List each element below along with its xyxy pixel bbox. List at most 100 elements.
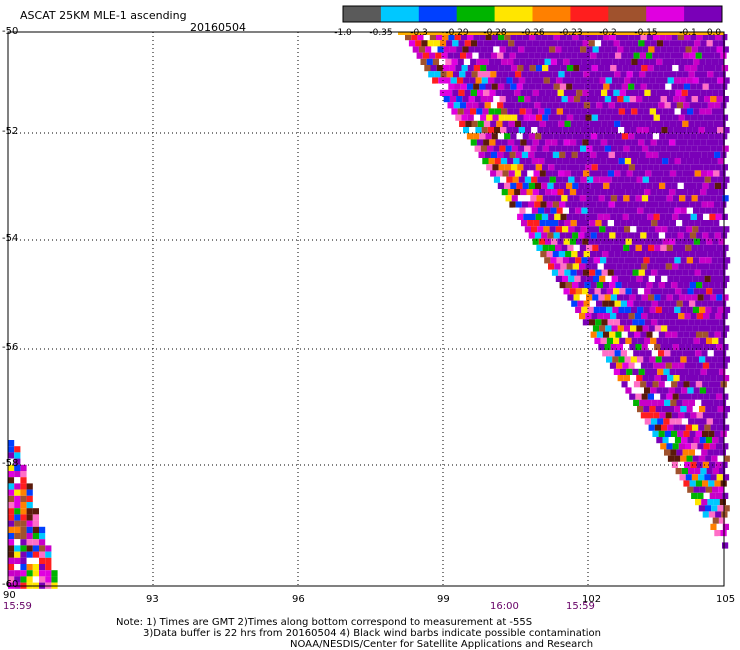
swath-cell <box>700 139 707 146</box>
swath-cell <box>687 337 694 344</box>
swath-cell <box>649 108 656 115</box>
swath-cell <box>590 133 598 140</box>
colorbar-segment <box>532 6 571 22</box>
swath-cell <box>593 275 600 282</box>
swath-cell <box>20 520 27 527</box>
swath-cell <box>649 406 656 413</box>
swath-cell <box>643 406 650 413</box>
swath-cell <box>596 251 603 258</box>
swath-cell <box>649 207 656 214</box>
swath-cell <box>705 437 713 444</box>
swath-cell <box>667 275 674 282</box>
swath-cell <box>696 461 703 468</box>
swath-cell <box>717 207 724 214</box>
swath-cell <box>621 282 628 289</box>
swath-cell <box>501 189 508 196</box>
swath-cell <box>613 269 621 276</box>
swath-cell <box>663 418 670 425</box>
swath-cell <box>32 526 39 533</box>
swath-cell <box>693 437 700 444</box>
swath-cell <box>679 424 686 431</box>
swath-cell <box>20 508 27 515</box>
swath-cell <box>476 108 483 115</box>
swath-cell <box>20 471 27 478</box>
swath-cell <box>700 319 707 326</box>
swath-cell <box>704 474 711 481</box>
swath-cell <box>624 356 631 363</box>
swath-cell <box>707 220 714 227</box>
swath-cell <box>548 244 555 251</box>
swath-cell <box>717 455 724 462</box>
swath-cell <box>722 294 729 301</box>
swath-cell <box>680 455 687 462</box>
swath-cell <box>606 58 613 65</box>
swath-cell <box>687 89 694 96</box>
swath-cell <box>701 151 708 158</box>
swath-cell <box>39 570 46 577</box>
swath-cell <box>20 526 27 533</box>
swath-cell <box>684 362 691 369</box>
swath-cell <box>588 89 595 96</box>
swath-cell <box>505 96 512 103</box>
swath-cell <box>574 275 581 282</box>
swath-cell <box>619 89 626 96</box>
swath-cell <box>667 325 674 332</box>
swath-cell <box>708 480 715 487</box>
swath-cell <box>584 34 591 41</box>
swath-cell <box>695 381 703 388</box>
swath-cell <box>643 108 650 115</box>
swath-cell <box>676 151 684 158</box>
swath-cell <box>600 58 607 65</box>
swath-cell <box>587 257 594 264</box>
swath-cell <box>598 244 605 251</box>
swath-cell <box>681 238 688 245</box>
swath-cell <box>523 114 530 121</box>
swath-cell <box>662 257 669 264</box>
swath-cell <box>572 133 579 140</box>
swath-cell <box>521 102 529 109</box>
swath-cell <box>664 430 671 437</box>
swath-cell <box>683 102 690 109</box>
swath-cell <box>589 269 596 276</box>
swath-cell <box>694 468 701 475</box>
swath-cell <box>670 350 677 357</box>
swath-cell <box>626 71 633 78</box>
swath-cell <box>664 102 671 109</box>
swath-cell <box>615 232 622 239</box>
swath-cell <box>697 393 704 400</box>
swath-cell <box>692 455 699 462</box>
swath-cell <box>696 282 703 289</box>
swath-cell <box>715 313 722 320</box>
swath-cell <box>602 251 609 258</box>
swath-cell <box>619 238 626 245</box>
swath-cell <box>564 269 571 276</box>
swath-cell <box>428 71 435 78</box>
swath-cell <box>569 207 576 214</box>
swath-cell <box>682 449 689 456</box>
swath-cell <box>688 120 695 127</box>
swath-cell <box>581 108 588 115</box>
swath-cell <box>672 65 679 72</box>
swath-cell <box>678 362 685 369</box>
swath-cell <box>658 201 665 208</box>
swath-cell <box>508 71 515 78</box>
swath-cell <box>631 139 639 146</box>
swath-cell <box>631 238 638 245</box>
swath-cell <box>540 102 547 109</box>
swath-cell <box>542 195 549 202</box>
swath-cell <box>654 145 661 152</box>
swath-cell <box>508 170 515 177</box>
swath-cell <box>676 300 683 307</box>
swath-cell <box>653 412 660 419</box>
swath-cell <box>631 387 638 394</box>
swath-cell <box>611 127 618 134</box>
swath-cell <box>658 232 666 239</box>
swath-cell <box>670 300 677 307</box>
swath-cell <box>45 557 52 564</box>
swath-cell <box>689 151 696 158</box>
swath-cell <box>533 120 540 127</box>
swath-cell <box>699 108 706 115</box>
swath-cell <box>529 164 536 171</box>
swath-cell <box>644 319 651 326</box>
swath-cell <box>698 424 705 431</box>
